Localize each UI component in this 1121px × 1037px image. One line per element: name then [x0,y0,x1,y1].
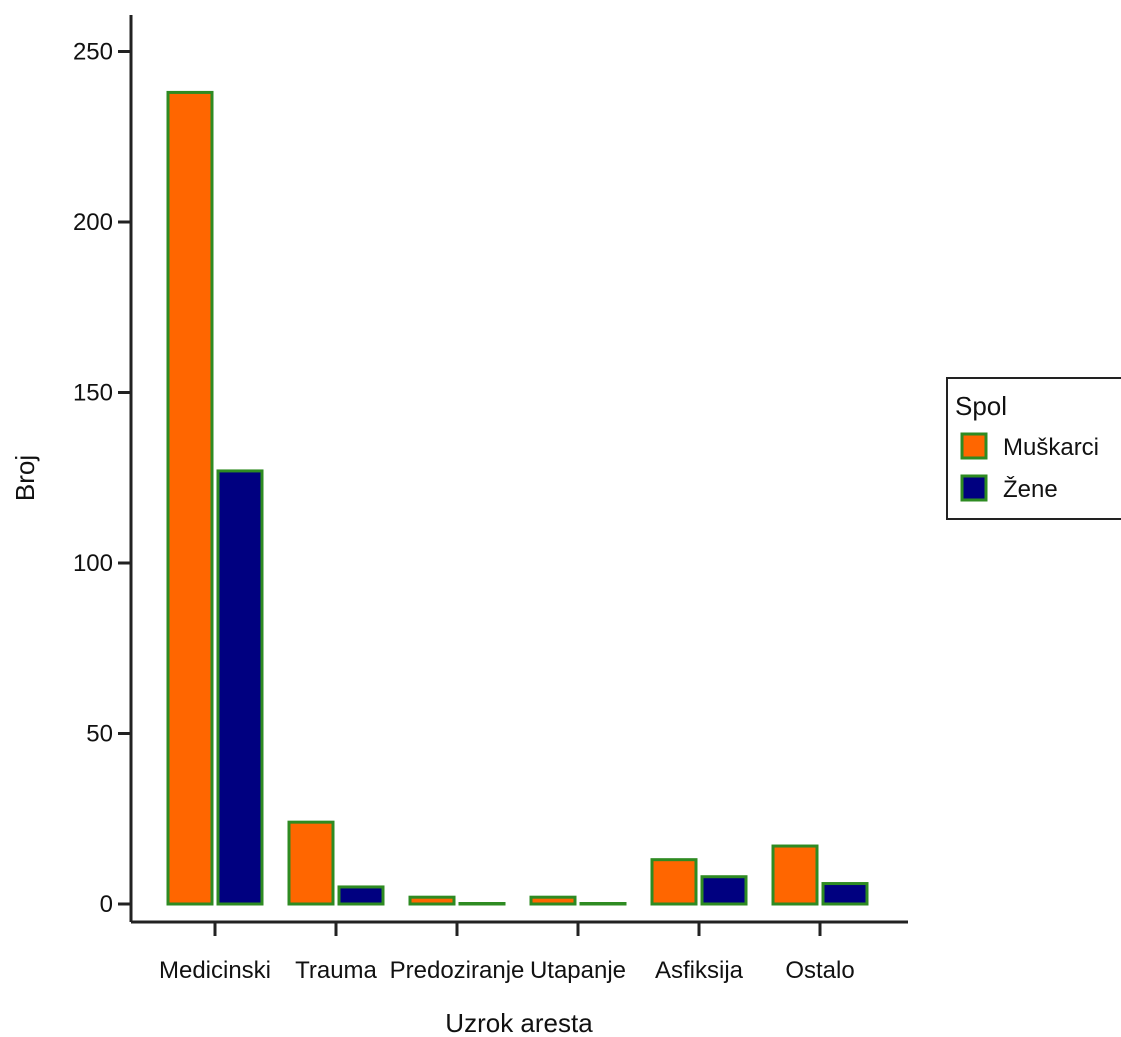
bar-predoziranje-muskarci [408,895,456,906]
x-ticks-layer: Medicinski Trauma Predoziranje Utapanje Asfi… [159,922,855,984]
x-tick-label-predoziranje: Predoziranje [390,957,525,984]
bar-medicinski-muskarci [166,90,214,906]
bar-predoziranje-zene [458,902,506,906]
y-tick-label: 250 [73,39,113,66]
bar-medicinski-zene [216,469,264,906]
bar-trauma-muskarci [287,820,335,906]
y-tick-label: 200 [73,209,113,236]
x-tick-label-ostalo: Ostalo [785,957,854,984]
legend-label-muskarci: Muškarci [1003,434,1099,461]
bar-ostalo-zene [821,882,869,906]
y-tick-label: 50 [86,721,113,748]
x-tick-label-trauma: Trauma [295,957,377,984]
legend-swatch-zene [960,474,988,502]
bar-asfiksija-muskarci [650,858,698,906]
y-axis-title: Broj [10,455,40,501]
bar-trauma-zene [337,885,385,906]
legend-swatch-muskarci [960,432,988,460]
x-tick-label-asfiksija: Asfiksija [655,957,744,984]
bar-utapanje-muskarci [529,895,577,906]
bars-layer [166,90,869,906]
x-tick-label-utapanje: Utapanje [530,957,626,984]
bar-asfiksija-zene [700,875,748,906]
legend: Spol Muškarci Žene [946,377,1121,520]
bar-utapanje-zene [579,902,627,906]
legend-title: Spol [955,391,1007,421]
y-tick-label: 100 [73,550,113,577]
x-axis-title: Uzrok aresta [445,1008,593,1037]
y-tick-label: 0 [100,891,113,918]
bar-ostalo-muskarci [771,844,819,906]
x-tick-label-medicinski: Medicinski [159,957,271,984]
legend-label-zene: Žene [1003,476,1058,503]
y-tick-label: 150 [73,380,113,407]
y-ticks-layer: 0 50 100 150 200 250 [73,39,131,918]
